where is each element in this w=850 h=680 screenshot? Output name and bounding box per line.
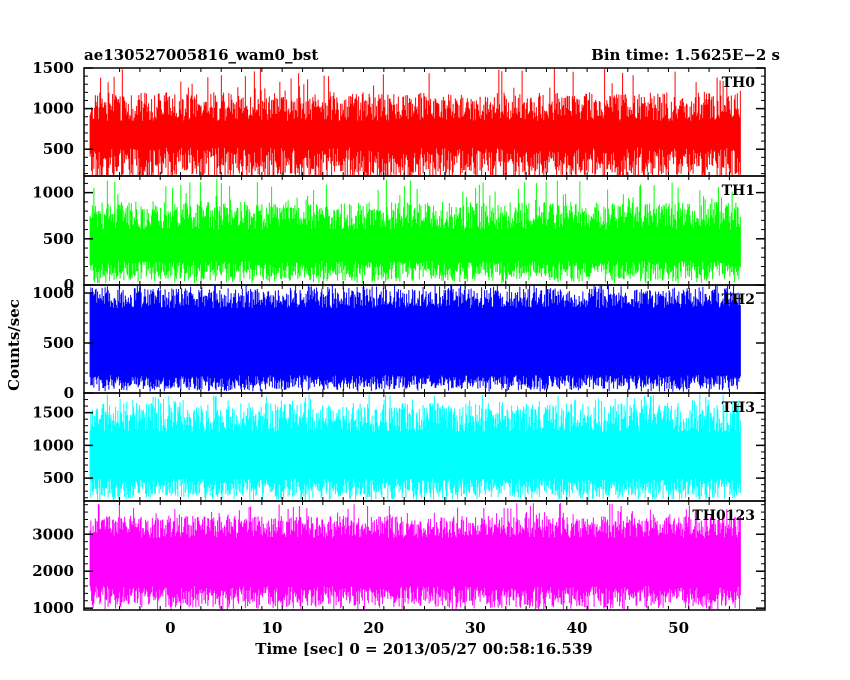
y-tick-label: 2000 [32,562,74,580]
panel-label-th2: TH2 [722,292,755,308]
y-tick-label: 1500 [32,59,74,77]
y-tick-label: 1000 [32,436,74,454]
x-axis-label: Time [sec] 0 = 2013/05/27 00:58:16.539 [255,640,592,658]
y-tick-label: 500 [43,469,74,487]
x-tick-label: 50 [668,619,689,637]
x-tick-label: 0 [165,619,175,637]
series-th2 [89,285,741,392]
y-axis-label: Counts/sec [5,299,23,391]
y-tick-label: 500 [43,140,74,158]
x-axis: 0 10 20 30 40 50 [165,619,689,637]
chart-title-right: Bin time: 1.5625E−2 s [591,46,780,64]
chart-title-left: ae130527005816_wam0_bst [84,46,318,64]
x-tick-label: 40 [567,619,588,637]
series-th0123 [89,502,741,610]
y-tick-label: 1500 [32,404,74,422]
y-tick-label: 0 [64,276,74,294]
y-tick-label: 1000 [32,599,74,617]
y-tick-label: 1000 [32,284,74,302]
panel-th3: 500 1000 1500 TH3 [32,392,766,502]
panels-layer: 500 1000 1500 TH0 0 500 1000 TH1 0 500 1000 TH2 500 1… [32,59,766,617]
y-tick-label: 3000 [32,525,74,543]
panel-th0: 500 1000 1500 TH0 [32,59,766,177]
x-tick-label: 20 [363,619,384,637]
y-tick-label: 1000 [32,184,74,202]
y-tick-label: 500 [43,334,74,352]
series-th3 [89,394,741,501]
x-tick-label: 10 [262,619,283,637]
y-tick-label: 1000 [32,100,74,118]
panel-label-th1: TH1 [722,183,755,199]
x-tick-label: 30 [465,619,486,637]
panel-label-th0123: TH0123 [692,508,755,524]
y-tick-label: 0 [64,384,74,402]
panel-label-th3: TH3 [722,400,755,416]
panel-th2: 0 500 1000 TH2 [32,284,766,402]
series-th0 [89,68,741,176]
y-tick-label: 500 [43,230,74,248]
series-th1 [89,179,741,284]
panel-label-th0: TH0 [722,75,756,91]
panel-th0123: 1000 2000 3000 TH0123 [32,500,766,617]
